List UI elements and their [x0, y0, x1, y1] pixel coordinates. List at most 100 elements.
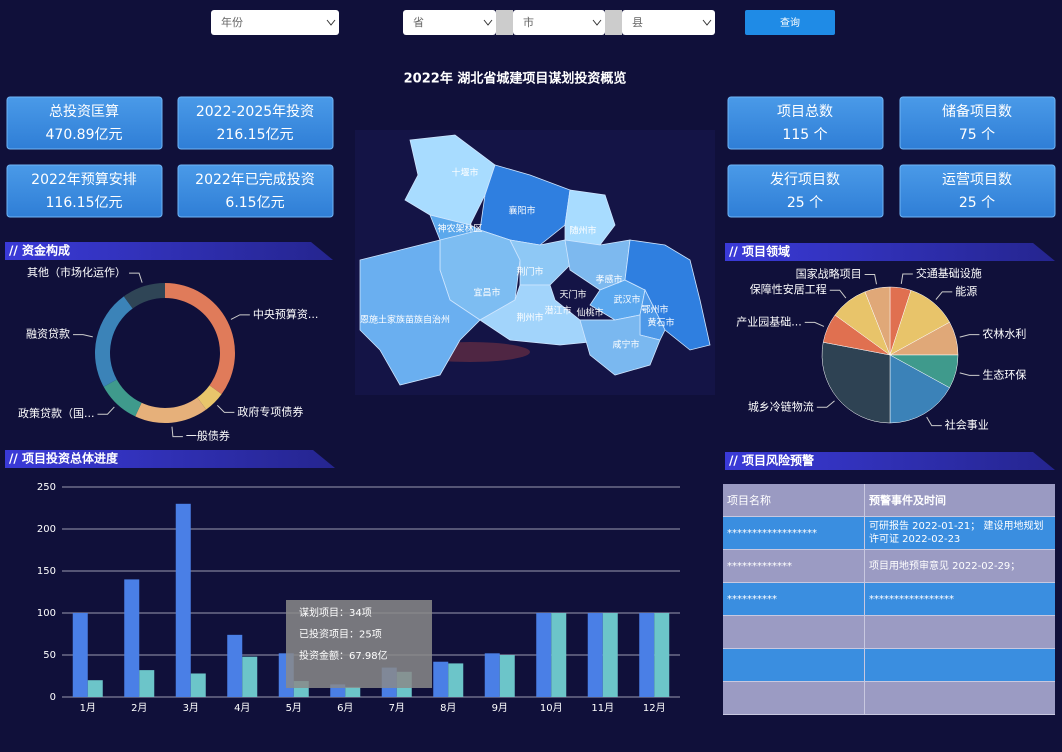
region-label: 十堰市 — [451, 167, 478, 179]
select-arrows — [326, 19, 712, 26]
slice-label: 产业园基础... — [736, 314, 802, 328]
bar — [654, 613, 670, 697]
region — [359, 239, 481, 386]
table-cell: ***************** — [869, 593, 954, 605]
region — [509, 239, 571, 286]
county-select-label: 县 — [632, 16, 643, 29]
y-tick-label: 100 — [37, 608, 56, 619]
slice-label: 国家战略项目 — [796, 266, 862, 280]
leader-line — [959, 372, 980, 376]
county-select[interactable] — [622, 10, 715, 35]
table-row: ********** ***************** — [723, 583, 1055, 616]
x-tick-label: 4月 — [234, 702, 250, 714]
panel-title: // 项目领域 — [729, 244, 790, 259]
city-select-label: 市 — [523, 15, 534, 29]
gap — [496, 10, 513, 35]
bar — [448, 663, 464, 697]
kpi-value: 470.89亿元 — [46, 127, 123, 143]
kpi-label: 储备项目数 — [942, 103, 1012, 120]
panel-title: // 资金构成 — [9, 243, 70, 258]
year-select[interactable] — [211, 10, 339, 35]
region — [579, 314, 661, 376]
kpi-label: 总投资匡算 — [49, 104, 119, 120]
leader-line — [900, 273, 913, 284]
leader-line — [804, 321, 825, 327]
table-row: ****************** 可研报告 2022-01-21； 建设用地规… — [723, 517, 1055, 550]
x-tick-label: 3月 — [183, 702, 199, 714]
x-tick-label: 8月 — [440, 702, 456, 714]
slice-label: 其他（市场化运作） — [27, 265, 126, 279]
kpi-value: 6.15亿元 — [225, 195, 284, 211]
region-label: 荆门市 — [516, 266, 543, 278]
table-row — [723, 649, 1055, 682]
table-cell — [865, 616, 1055, 648]
bar — [602, 613, 618, 697]
slice-label: 融资贷款 — [26, 327, 70, 341]
bar — [227, 634, 243, 697]
x-tick-label: 11月 — [591, 702, 614, 714]
region-label: 恩施土家族苗族自治州 — [360, 314, 450, 326]
leader-line — [230, 314, 250, 320]
kpi-value: 116.15亿元 — [46, 195, 123, 211]
table-cell — [723, 616, 865, 648]
risk-table: 项目名称 预警事件及时间 ****************** 可研报告 2022-0… — [723, 484, 1055, 715]
kpi-label: 2022年预算安排 — [31, 172, 137, 188]
x-tick-label: 9月 — [492, 702, 508, 714]
x-tick-label: 6月 — [337, 702, 353, 714]
y-tick-label: 250 — [37, 482, 56, 493]
query-button[interactable] — [745, 10, 835, 35]
leader-line — [171, 426, 183, 438]
table-row — [723, 682, 1055, 715]
bar — [175, 503, 191, 697]
table-cell: 预警事件及时间 — [869, 493, 946, 507]
leader-line — [959, 334, 980, 338]
gap — [605, 10, 622, 35]
kpi-card — [177, 164, 334, 218]
tooltip-text: 已投资项目：25项 — [299, 628, 382, 641]
table-cell — [865, 682, 1055, 714]
region-label: 天门市 — [559, 289, 586, 301]
kpi-card — [6, 164, 163, 218]
table-cell: ************* — [723, 550, 865, 582]
leader-line — [935, 291, 953, 300]
table-cell: ********** — [723, 583, 865, 615]
bar — [242, 656, 258, 697]
kpi-value: 25 个 — [787, 195, 823, 211]
bar — [433, 661, 449, 697]
kpi-value: 25 个 — [959, 195, 995, 211]
slice-label: 城乡冷链物流 — [748, 399, 814, 413]
table-cell — [723, 649, 865, 681]
x-tick-label: 7月 — [389, 702, 405, 714]
leader-line — [97, 406, 115, 415]
slice — [821, 341, 891, 424]
province-select-label: 省 — [413, 16, 424, 29]
leader-line — [864, 273, 877, 285]
x-tick-label: 2月 — [131, 702, 147, 714]
y-tick-label: 150 — [37, 566, 56, 577]
province-select[interactable] — [403, 10, 496, 35]
bar — [72, 613, 88, 697]
kpi-card — [6, 96, 163, 150]
table-cell: 项目用地预审意见 2022-02-29； — [869, 560, 1021, 572]
city-select[interactable] — [513, 10, 605, 35]
table-cell: ****************** — [723, 517, 865, 549]
slice-label: 中央预算资... — [253, 307, 319, 321]
y-tick-label: 50 — [43, 650, 56, 661]
kpi-value: 216.15亿元 — [217, 127, 294, 143]
kpi-label: 2022年已完成投资 — [195, 172, 315, 188]
region-label: 神农架林区 — [437, 223, 482, 235]
x-tick-label: 12月 — [643, 702, 666, 714]
panel-header — [725, 243, 1055, 261]
kpi-value: 115 个 — [782, 127, 827, 143]
table-cell: 项目名称 — [723, 484, 865, 516]
bar — [551, 613, 567, 697]
x-tick-label: 5月 — [286, 702, 302, 714]
slice-label: 社会事业 — [945, 418, 989, 432]
slice — [197, 385, 222, 410]
kpi-card — [177, 96, 334, 150]
query-button-label: 查询 — [780, 16, 800, 29]
kpi-value: 75 个 — [959, 127, 995, 143]
slice — [123, 283, 165, 309]
x-tick-label: 10月 — [540, 702, 563, 714]
